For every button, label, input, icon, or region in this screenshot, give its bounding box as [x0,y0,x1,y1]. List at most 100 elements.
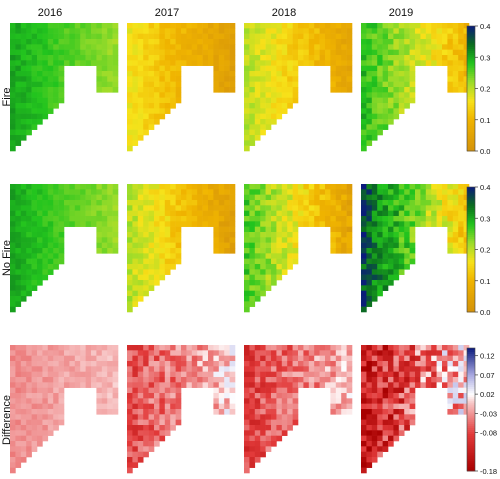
map-cell [319,49,326,56]
map-cell [47,345,54,351]
map-cell [15,221,22,227]
map-cell [276,76,283,82]
map-cell [393,403,400,410]
map-cell [96,194,103,201]
map-cell [314,210,320,217]
colorbar-band [467,257,475,261]
map-cell [112,205,119,211]
map-cell [148,92,155,98]
map-cell [382,409,389,415]
colorbar-band [467,305,475,309]
map-cell [409,350,416,356]
map-cell [10,103,16,109]
map-cell [137,280,144,286]
map-cell [202,60,209,66]
map-cell [96,210,103,217]
map-cell [393,430,400,436]
map-cell [382,361,389,367]
map-cell [10,87,16,93]
map-cell [175,226,182,233]
map-cell [366,81,373,88]
map-cell [202,44,209,50]
map-cell [202,371,209,378]
map-cell [91,49,97,56]
map-cell [265,210,272,217]
map-cell [224,409,230,415]
map-cell [218,23,225,29]
map-cell [208,345,214,351]
map-cell [37,103,43,109]
map-cell [452,205,459,211]
map-cell [452,382,459,388]
map-cell [393,355,400,362]
map-cell [254,280,261,286]
map-cell [335,87,342,93]
map-cell [202,210,209,217]
map-cell [265,355,272,362]
map-cell [132,441,139,447]
map-cell [361,446,367,452]
map-cell [143,60,149,66]
map-cell [143,226,149,233]
map-cell [377,55,383,61]
map-cell [175,28,182,34]
map-cell [112,221,119,227]
map-cell [127,194,133,201]
map-cell [377,108,383,114]
map-cell [20,124,27,130]
map-cell [37,253,43,259]
map-cell [164,28,171,34]
map-cell [101,87,108,93]
map-cell [42,71,49,77]
map-cell [91,60,97,66]
map-cell [292,55,299,61]
map-cell [244,44,250,50]
map-cell [393,248,400,254]
map-cell [346,76,353,82]
map-cell [218,87,225,93]
map-cell [15,87,22,93]
map-cell [292,81,299,88]
map-cell [170,264,176,270]
map-cell [265,274,272,281]
map-cell [91,33,97,40]
map-cell [346,371,353,378]
map-cell [254,49,261,56]
map-cell [371,430,378,436]
map-cell [191,39,198,45]
map-cell [154,398,160,404]
map-cell [154,258,160,265]
map-cell [452,403,459,410]
map-cell [319,345,326,351]
map-fire-2016 [10,23,119,152]
map-cell [366,350,373,356]
map-cell [64,194,70,201]
map-cell [276,232,283,238]
map-cell [170,393,176,399]
map-cell [37,387,43,394]
map-cell [143,184,149,190]
map-cell [112,248,119,254]
map-cell [254,87,261,93]
map-cell [127,467,133,474]
map-cell [341,55,347,61]
map-cell [148,200,155,206]
map-cell [74,345,81,351]
map-cell [53,382,59,388]
map-cell [58,345,65,351]
map-cell [361,393,367,399]
map-cell [442,350,448,356]
map-cell [31,60,38,66]
map-cell [366,462,373,468]
map-cell [10,462,16,468]
map-cell [431,184,437,190]
map-cell [442,361,448,367]
map-cell [415,200,421,206]
map-cell [463,49,470,56]
map-cell [398,60,405,66]
map-cell [404,65,410,72]
map-cell [154,441,160,447]
map-cell [398,184,405,190]
map-cell [101,33,108,40]
map-cell [276,60,283,66]
